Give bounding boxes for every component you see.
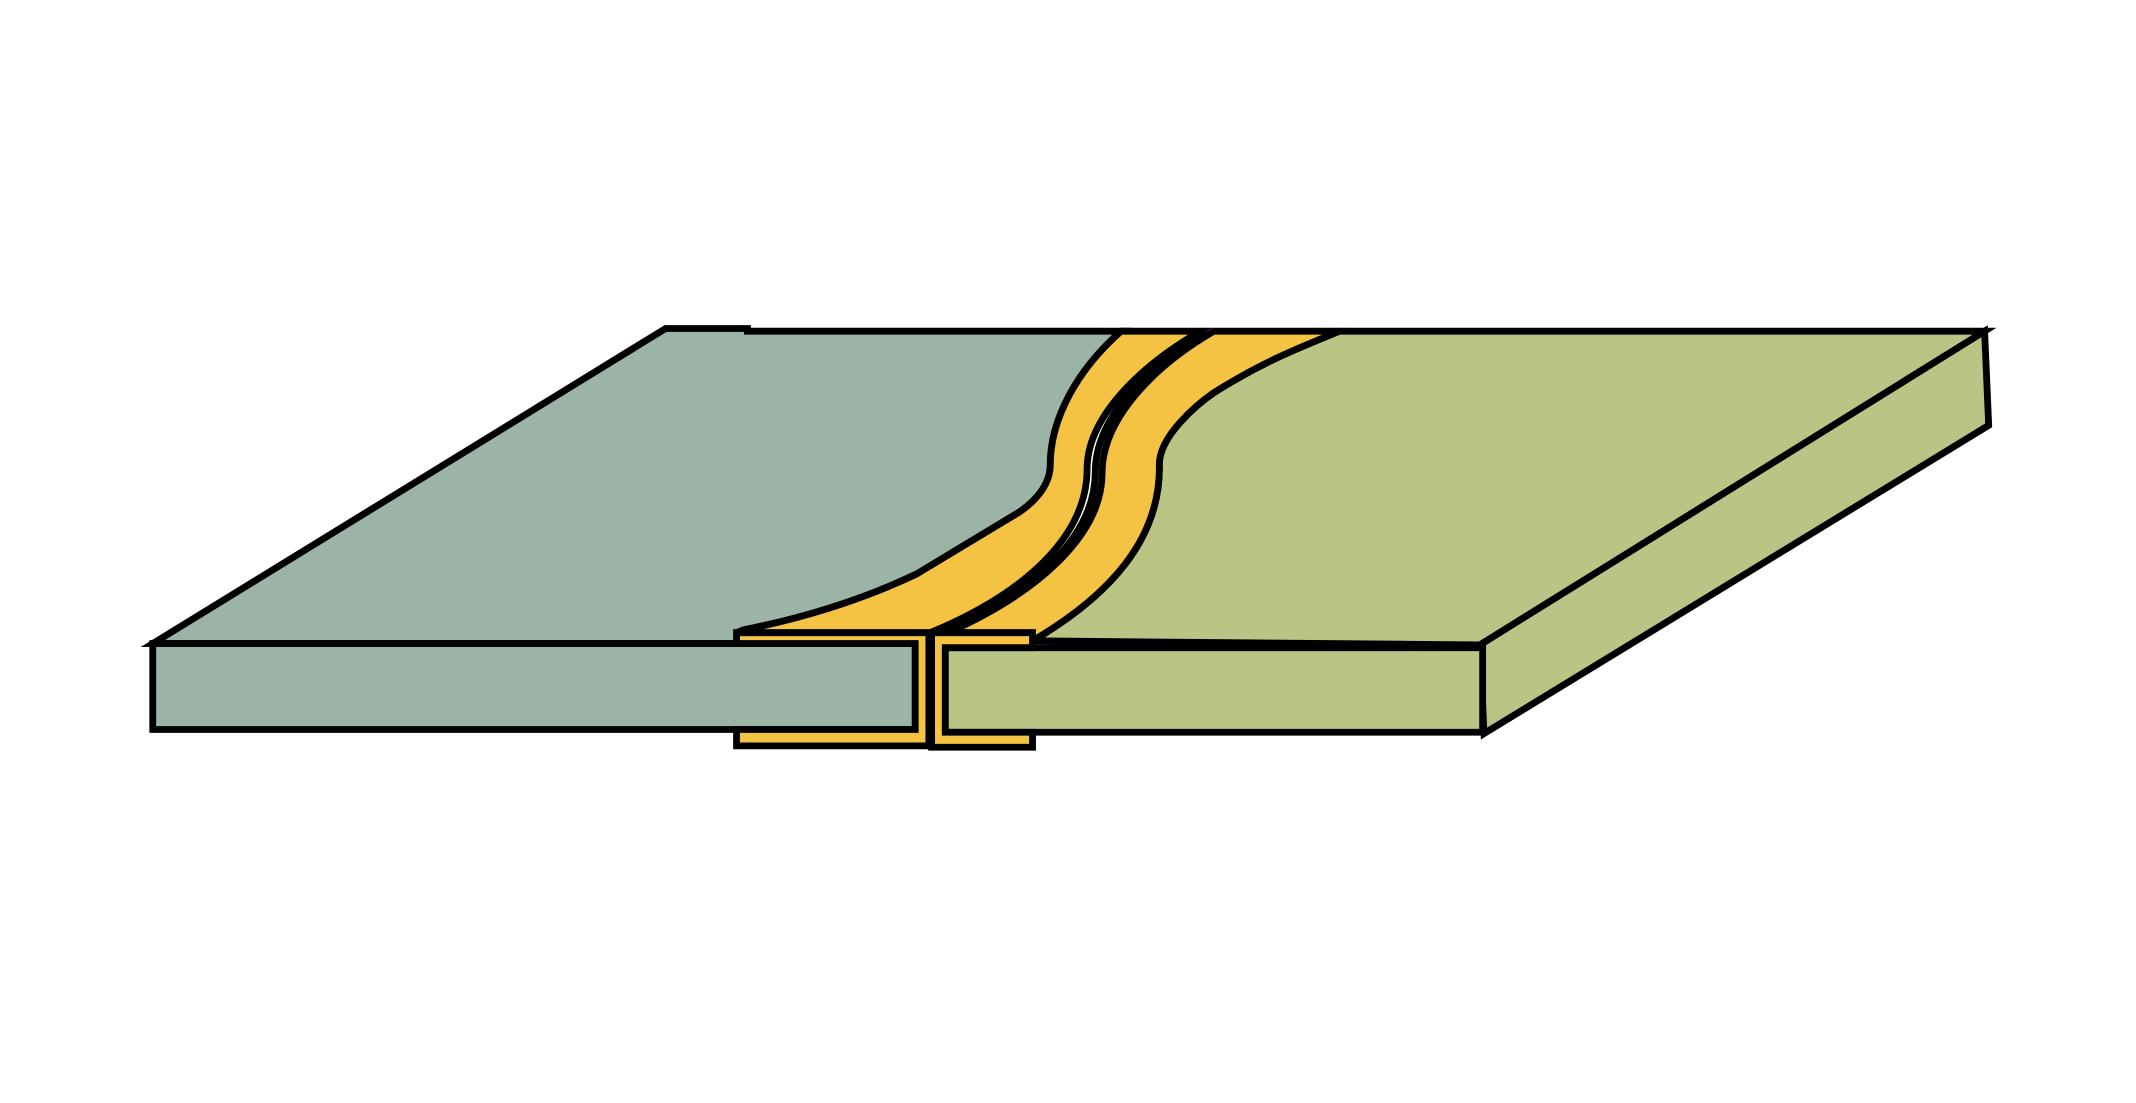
joint-layer-upper bbox=[735, 327, 1213, 637]
right-plate bbox=[941, 325, 1997, 740]
left-plate-front-face bbox=[149, 640, 919, 733]
joint-layer-lower bbox=[946, 327, 1341, 647]
left-plate bbox=[140, 325, 1131, 733]
joint-flange-right bbox=[928, 629, 1036, 751]
joint-layer-divider bbox=[937, 328, 1208, 636]
joint-layer bbox=[735, 327, 1341, 647]
right-plate-front-face bbox=[941, 644, 1487, 736]
joint-flange bbox=[733, 629, 1036, 751]
